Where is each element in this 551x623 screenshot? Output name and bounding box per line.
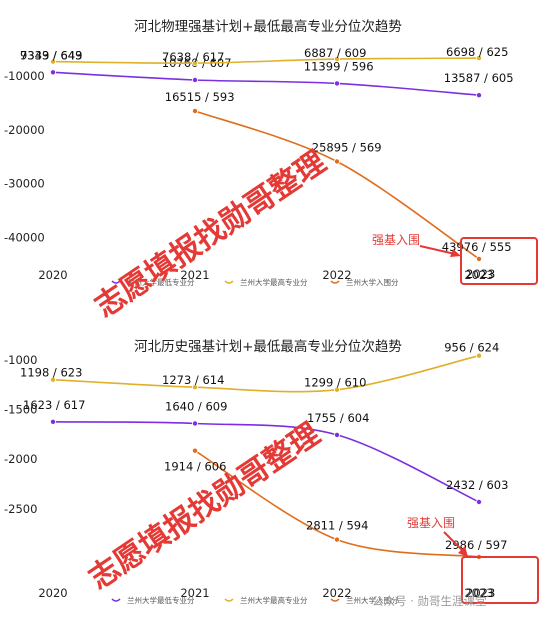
- chart1-series-line-lowest: [52, 71, 480, 96]
- chart2-point-lowest-2022: [333, 431, 340, 438]
- chart1-legend-swatch-lowest: [111, 280, 121, 284]
- chart1-series-line-highest: [52, 57, 480, 64]
- chart1-ytick-1: -20000: [4, 123, 45, 137]
- chart1-point-lowest-2023: [475, 92, 482, 99]
- chart1-data-label-lowest-2023: 13587 / 605: [444, 71, 514, 85]
- chart1-title: 河北物理强基计划+最低最高专业分位次趋势: [134, 18, 402, 35]
- chart1-ytick-2: -30000: [4, 177, 45, 191]
- chart1-ytick-3: -40000: [4, 231, 45, 245]
- chart2-data-label-lowest-2021: 1640 / 609: [165, 400, 227, 414]
- chart2-xtick-2022: 2022: [322, 586, 351, 600]
- chart2-xtick-2023: 2023: [464, 586, 493, 600]
- chart2-legend-label-admit: 兰州大学入围分: [346, 595, 399, 605]
- chart2-point-highest-2020: [50, 376, 57, 383]
- chart2-legend-swatch-admit: [330, 598, 340, 602]
- chart2-ytick-1: -1500: [4, 403, 37, 417]
- chart1-data-label-admit-2023: 43976 / 555: [442, 240, 512, 254]
- chart2-data-label-admit-2021: 1914 / 606: [164, 460, 226, 474]
- chart1-point-admit-2022: [333, 158, 340, 165]
- chart1-arrowhead: [450, 249, 461, 257]
- chart1-xtick-2021: 2021: [180, 268, 209, 282]
- chart1-data-label-admit-2022: 25895 / 569: [312, 141, 382, 155]
- chart2-point-admit-2022: [333, 536, 340, 543]
- chart2-data-label-lowest-2022: 1755 / 604: [307, 411, 369, 425]
- chart1-legend-label-highest: 兰州大学最高专业分: [240, 277, 308, 287]
- chart1-point-admit-2023: [475, 255, 482, 262]
- chart1-legend-label-lowest: 兰州大学最低专业分: [127, 277, 195, 287]
- chart1-point-highest-2022: [333, 56, 340, 63]
- watermark-2: 志愿填报找勋哥整理: [83, 417, 326, 597]
- chart1-annotation-arrow: [419, 245, 456, 255]
- chart1-data-label-highest-2022: 6887 / 609: [304, 46, 366, 60]
- chart2-xtick-2020: 2020: [38, 586, 67, 600]
- chart1-highlight-box: [460, 237, 538, 285]
- chart1-point-lowest-2022: [333, 80, 340, 87]
- chart2-legend-swatch-highest: [224, 598, 234, 602]
- chart1-data-label-highest-2021: 7638 / 617: [162, 50, 224, 64]
- chart2-point-lowest-2023: [475, 498, 482, 505]
- chart1-point-highest-2023: [475, 55, 482, 62]
- chart2-annotation-arrow: [443, 531, 464, 552]
- chart2-xtick-2021: 2021: [180, 586, 209, 600]
- chart2-ytick-3: -2500: [4, 502, 37, 516]
- chart2-data-label-admit-2022: 2811 / 594: [306, 519, 368, 533]
- chart2-point-lowest-2020: [50, 418, 57, 425]
- chart1-data-label-lowest-2022: 11399 / 596: [304, 59, 374, 73]
- chart2-legend-label-lowest: 兰州大学最低专业分: [127, 595, 195, 605]
- chart1-legend-swatch-admit: [330, 280, 340, 284]
- chart2-arrowhead: [458, 546, 468, 557]
- chart1-data-label-highest-2020: 7343 / 649: [20, 49, 82, 63]
- chart2-title: 河北历史强基计划+最低最高专业分位次趋势: [134, 338, 402, 355]
- chart1-point-highest-2020: [50, 58, 57, 65]
- chart2-data-label-highest-2022: 1299 / 610: [304, 376, 366, 390]
- chart2-annotation-text: 强基入围: [407, 516, 455, 530]
- chart1-data-label-lowest-2020: 9339 / 643: [20, 48, 82, 62]
- chart2-legend-label-highest: 兰州大学最高专业分: [240, 595, 308, 605]
- chart1-point-lowest-2020: [50, 69, 57, 76]
- chart2-data-label-lowest-2023: 2432 / 603: [446, 478, 508, 492]
- chart2-data-label-highest-2021: 1273 / 614: [162, 373, 224, 387]
- chart2-data-label-admit-2023: 2986 / 597: [445, 538, 507, 552]
- chart2-data-label-highest-2020: 1198 / 623: [20, 366, 82, 380]
- chart2-point-highest-2021: [191, 384, 198, 391]
- chart1-xtick-2023: 2023: [464, 268, 493, 282]
- chart2-box-year: 2023: [466, 586, 495, 600]
- chart2-point-lowest-2021: [191, 420, 198, 427]
- chart1-data-label-admit-2021: 16515 / 593: [165, 90, 235, 104]
- chart2-point-admit-2021: [191, 447, 198, 454]
- chart2-ytick-2: -2000: [4, 452, 37, 466]
- chart1-annotation-text: 强基入围: [372, 233, 420, 247]
- chart1-point-admit-2021: [191, 108, 198, 115]
- chart1-point-lowest-2021: [191, 77, 198, 84]
- chart1-xtick-2020: 2020: [38, 268, 67, 282]
- chart1-legend-label-admit: 兰州大学入围分: [346, 277, 399, 287]
- chart2-ytick-0: -1000: [4, 353, 37, 367]
- chart1-legend-swatch-highest: [224, 280, 234, 284]
- chart2-point-highest-2022: [333, 386, 340, 393]
- chart1-xtick-2022: 2022: [322, 268, 351, 282]
- chart1-ytick-0: -10000: [4, 69, 45, 83]
- chart1-point-highest-2021: [191, 60, 198, 67]
- chart2-series-line-lowest: [52, 421, 480, 503]
- footer-text: 公众号 · 勋哥生涯课堂: [372, 594, 486, 608]
- chart2-data-label-highest-2023: 956 / 624: [444, 341, 499, 355]
- chart1-box-year: 2023: [466, 267, 495, 281]
- chart2-point-highest-2023: [475, 352, 482, 359]
- chart2-series-line-highest: [52, 354, 480, 393]
- chart2-highlight-box: [461, 556, 539, 604]
- chart2-legend-swatch-lowest: [111, 598, 121, 602]
- chart1-data-label-highest-2023: 6698 / 625: [446, 45, 508, 59]
- chart2-data-label-lowest-2020: 1623 / 617: [23, 398, 85, 412]
- watermark-1: 志愿填报找勋哥整理: [89, 145, 332, 325]
